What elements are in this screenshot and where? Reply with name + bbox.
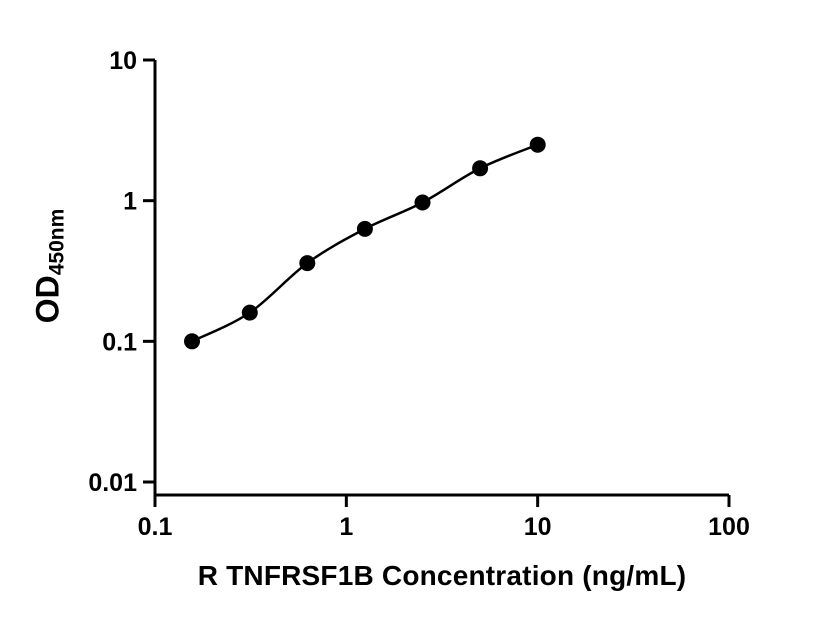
data-point-marker [241,304,258,321]
y-tick-label: 1 [123,188,137,216]
data-point-marker [472,160,489,177]
y-axis-title-main: OD [29,275,66,324]
y-tick-label: 0.1 [102,328,137,356]
data-point-marker [299,255,316,272]
x-axis-title: R TNFRSF1B Concentration (ng/mL) [197,560,687,591]
data-point-marker [414,194,431,211]
x-tick-label: 1 [339,513,353,541]
x-tick-label: 0.1 [138,513,173,541]
data-point-marker [184,333,200,350]
y-axis-title-subscript: 450nm [45,208,69,276]
y-tick-label: 10 [109,47,137,75]
x-tick-label: 10 [524,513,552,541]
data-point-marker [356,220,373,237]
y-tick-label: 0.01 [88,469,137,497]
x-tick-label: 100 [708,513,750,541]
data-point-marker [529,136,546,153]
y-axis-title: OD450nm [29,208,69,324]
